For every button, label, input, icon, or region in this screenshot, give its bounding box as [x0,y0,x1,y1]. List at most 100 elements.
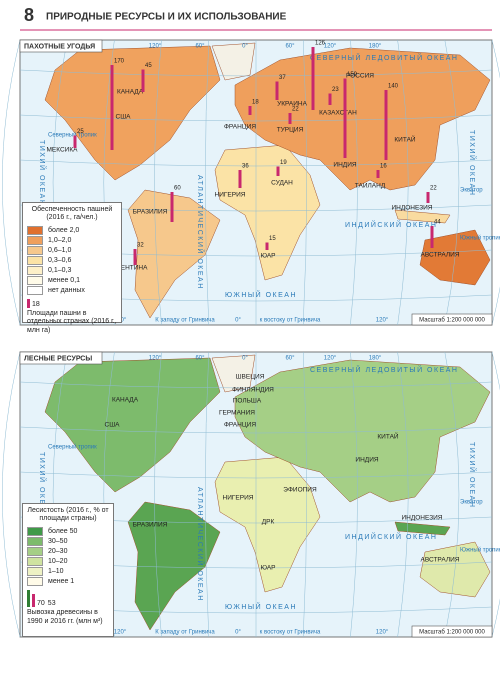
ocean-label: СЕВЕРНЫЙ ЛЕДОВИТЫЙ ОКЕАН [310,53,458,62]
bar [311,47,315,110]
legend-swatch [27,245,43,255]
legend-bar-label: Вывозка древесины в 1990 и 2016 гг. (млн… [27,609,103,625]
page-number: 8 [24,5,34,25]
legend-swatch [27,285,43,295]
scale-box [411,313,493,326]
legend-label: 0,3–0,6 [48,256,72,264]
line-label: Южный тропик [460,235,500,242]
legend-item: 20–30 [27,546,109,556]
legend-item: 1–10 [27,566,109,576]
ocean-label: ТИХИЙ ОКЕАН [38,452,47,518]
bar [73,135,77,148]
line-label: Экватор [460,188,483,194]
country-label: КИТАЙ [377,432,399,441]
bottom-label: 120° [114,630,127,636]
legend-bar-sample: 70 53 [27,589,109,608]
meridian-label: 60° [195,44,205,50]
legend-item: 30–50 [27,536,109,546]
land-area [214,456,321,593]
ocean-label: АТЛАНТИЧЕСКИЙ ОКЕАН [196,175,205,290]
map-title-box [19,39,103,53]
bar-value: 159 [347,72,358,78]
country-label: АВСТРАЛИЯ [421,557,460,564]
meridian-label: 180° [369,356,382,362]
map-title-box [19,351,103,365]
parallel [19,471,493,479]
parallel [19,381,493,389]
land-area [44,45,221,181]
legend-label: 10–20 [48,557,68,565]
legend-label: менее 1 [48,577,75,585]
land-area [234,47,491,191]
legend-swatch [27,255,43,265]
meridian-label: 120° [324,356,337,362]
legend-label: 1–10 [48,567,64,575]
country-label: ФРАНЦИЯ [224,124,256,131]
legend-label: 20–30 [48,547,68,555]
legend-item: нет данных [27,285,117,295]
legend-swatch [27,526,43,536]
page-title: ПРИРОДНЫЕ РЕСУРСЫ И ИХ ИСПОЛЬЗОВАНИЕ [46,12,287,23]
bar-value: 32 [137,243,144,249]
ocean-label: СЕВЕРНЫЙ ЛЕДОВИТЫЙ ОКЕАН [310,365,458,374]
line-label: Северный тропик [48,444,97,451]
legend-bar-value: 53 [47,600,56,608]
legend-title: Обеспеченность пашней (2016 г., га/чел.) [31,206,113,222]
country-label: ПОЛЬША [233,398,262,405]
parallel [19,69,493,77]
country-label: АВСТРАЛИЯ [421,252,460,259]
legend-swatch [27,275,43,285]
bar [238,170,242,188]
legend-swatch [27,546,43,556]
bar [288,113,292,124]
meridian-label: 120° [149,356,162,362]
meridian-label: 0° [242,356,248,362]
legend-label: более 2,0 [48,226,80,234]
meridian [491,39,500,326]
country-label: КАНАДА [112,397,139,404]
legend-swatch [27,265,43,275]
country-label: США [105,422,121,429]
meridian-label: 0° [242,44,248,50]
bar [110,65,114,150]
country-label: ФРАНЦИЯ [224,422,256,429]
country-label: ИНДИЯ [333,162,356,169]
land-area [127,189,221,319]
meridian [302,351,307,638]
country-label: ИНДОНЕЗИЯ [401,515,442,522]
meridian [2,351,21,638]
bar-value: 37 [279,75,286,81]
legend-bar-sample: 18 [27,298,117,308]
country-label: ЮАР [260,565,275,572]
bottom-label: К западу от Гринвича [155,630,215,636]
meridian [302,39,307,326]
bar [275,81,279,100]
country-label: РОССИЯ [346,73,374,80]
legend-item: 0,3–0,6 [27,255,117,265]
land-area [211,42,256,81]
meridian-label: 180° [369,44,382,50]
legend-label: 30–50 [48,537,68,545]
meridian [154,351,162,638]
map-title: ЛЕСНЫЕ РЕСУРСЫ [24,355,92,362]
country-label: МЕКСИКА [47,147,79,154]
bar-value: 22 [430,186,437,192]
country-label: ФИНЛЯНДИЯ [232,387,274,394]
parallel [19,159,493,167]
legend-label: нет данных [48,286,85,294]
meridian [350,351,358,638]
land-area [44,357,221,493]
legend-label: 1,0–2,0 [48,236,72,244]
country-label: ИНДИЯ [355,457,378,464]
legend-swatch [27,225,43,235]
legend-swatch [27,566,43,576]
line-label: Северный тропик [48,132,97,139]
legend-title: Лесистость (2016 г., % от площади страны… [27,507,109,523]
ocean-label: ТИХИЙ ОКЕАН [38,140,47,206]
bar [276,166,280,176]
bottom-label: К западу от Гринвича [155,318,215,324]
bar-value: 15 [269,236,276,242]
land-area [394,521,451,536]
line-label: Южный тропик [460,547,500,554]
